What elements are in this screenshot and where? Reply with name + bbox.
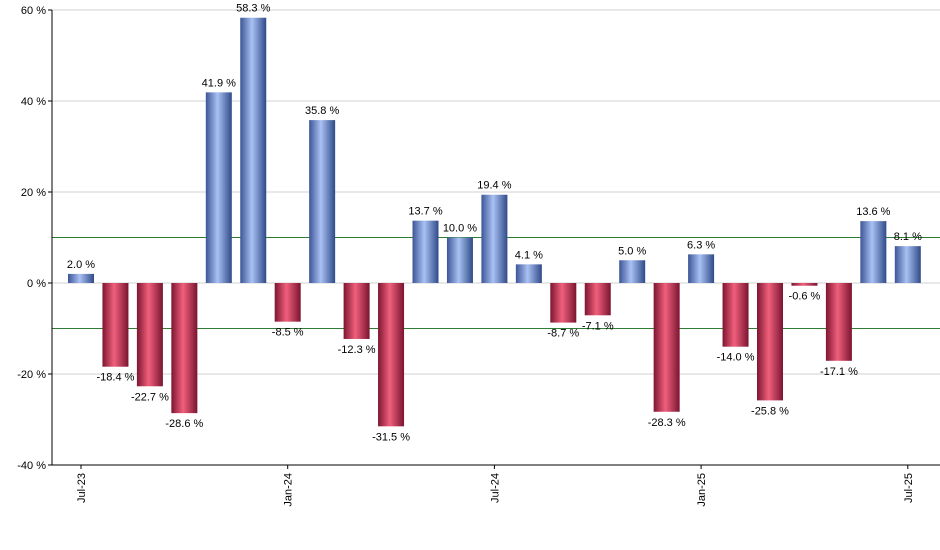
data-label: 58.3 % [236, 3, 270, 15]
bar-jul-24 [481, 194, 508, 283]
x-tick-label: Jul-24 [489, 473, 501, 503]
data-label: -14.0 % [717, 352, 755, 364]
y-tick-label: 20 % [21, 187, 46, 199]
bar-feb-25 [722, 283, 749, 347]
bar-jan-25 [688, 254, 715, 283]
data-label: 41.9 % [202, 77, 236, 89]
bar-sep-23 [136, 283, 163, 387]
data-label: -8.5 % [272, 327, 304, 339]
bar-mar-25 [757, 283, 783, 401]
bar-may-24 [412, 220, 439, 283]
y-axis-ticks: 60 % 40 % 20 % 0 % -20 % -40 % [17, 5, 52, 472]
bar-apr-24 [378, 283, 405, 427]
data-label: 4.1 % [515, 249, 543, 261]
data-label: -7.1 % [582, 320, 614, 332]
data-label: -0.6 % [789, 291, 821, 303]
data-labels: 2.0 % -18.4 % -22.7 % -28.6 % 41.9 % 58.3 % -8… [67, 3, 922, 444]
bar-dec-24 [653, 283, 680, 412]
y-tick-label: -20 % [17, 369, 46, 381]
bar-oct-24 [584, 283, 611, 316]
bar-sep-24 [550, 283, 577, 323]
bar-aug-24 [515, 264, 542, 283]
x-tick-label: Jul-23 [76, 473, 88, 503]
x-tick-label: Jul-25 [903, 473, 915, 503]
bar-feb-24 [309, 120, 336, 283]
y-tick-label: 60 % [21, 5, 46, 17]
data-label: 13.7 % [408, 206, 442, 218]
bar-jan-24 [274, 283, 301, 322]
bars [68, 17, 921, 427]
x-tick-label: Jan-25 [696, 473, 708, 507]
data-label: 19.4 % [477, 180, 511, 192]
y-tick-label: 0 % [27, 278, 46, 290]
bar-aug-23 [102, 283, 129, 367]
data-label: -28.6 % [165, 418, 203, 430]
bar-jun-25 [860, 221, 887, 283]
data-label: -31.5 % [372, 431, 410, 443]
bar-nov-23 [205, 92, 232, 283]
y-tick-label: 40 % [21, 96, 46, 108]
bar-apr-25 [791, 283, 818, 286]
data-label: 13.6 % [856, 206, 890, 218]
data-label: -12.3 % [338, 344, 376, 356]
axes [51, 10, 940, 466]
bar-mar-24 [343, 283, 370, 339]
data-label: -22.7 % [131, 391, 169, 403]
x-tick-label: Jan-24 [283, 473, 295, 507]
data-label: -8.7 % [547, 328, 579, 340]
data-label: 35.8 % [305, 105, 339, 117]
data-label: 6.3 % [687, 239, 715, 251]
data-label: -28.3 % [648, 417, 686, 429]
data-label: -17.1 % [820, 366, 858, 378]
x-axis-ticks: Jul-23 Jan-24 Jul-24 Jan-25 Jul-25 [76, 465, 915, 507]
bar-jun-24 [446, 237, 473, 283]
data-label: 10.0 % [443, 223, 477, 235]
bar-nov-24 [619, 260, 646, 283]
y-tick-label: -40 % [17, 460, 46, 472]
data-label: 5.0 % [618, 245, 646, 257]
bar-dec-23 [240, 17, 267, 284]
data-label: 8.1 % [894, 231, 922, 243]
data-label: 2.0 % [67, 259, 95, 271]
data-label: -25.8 % [751, 405, 789, 417]
data-label: -18.4 % [96, 372, 134, 384]
bar-jul-25 [894, 246, 921, 283]
bar-jul-23 [68, 273, 94, 283]
bar-may-25 [825, 283, 852, 361]
bar-oct-23 [171, 283, 198, 414]
